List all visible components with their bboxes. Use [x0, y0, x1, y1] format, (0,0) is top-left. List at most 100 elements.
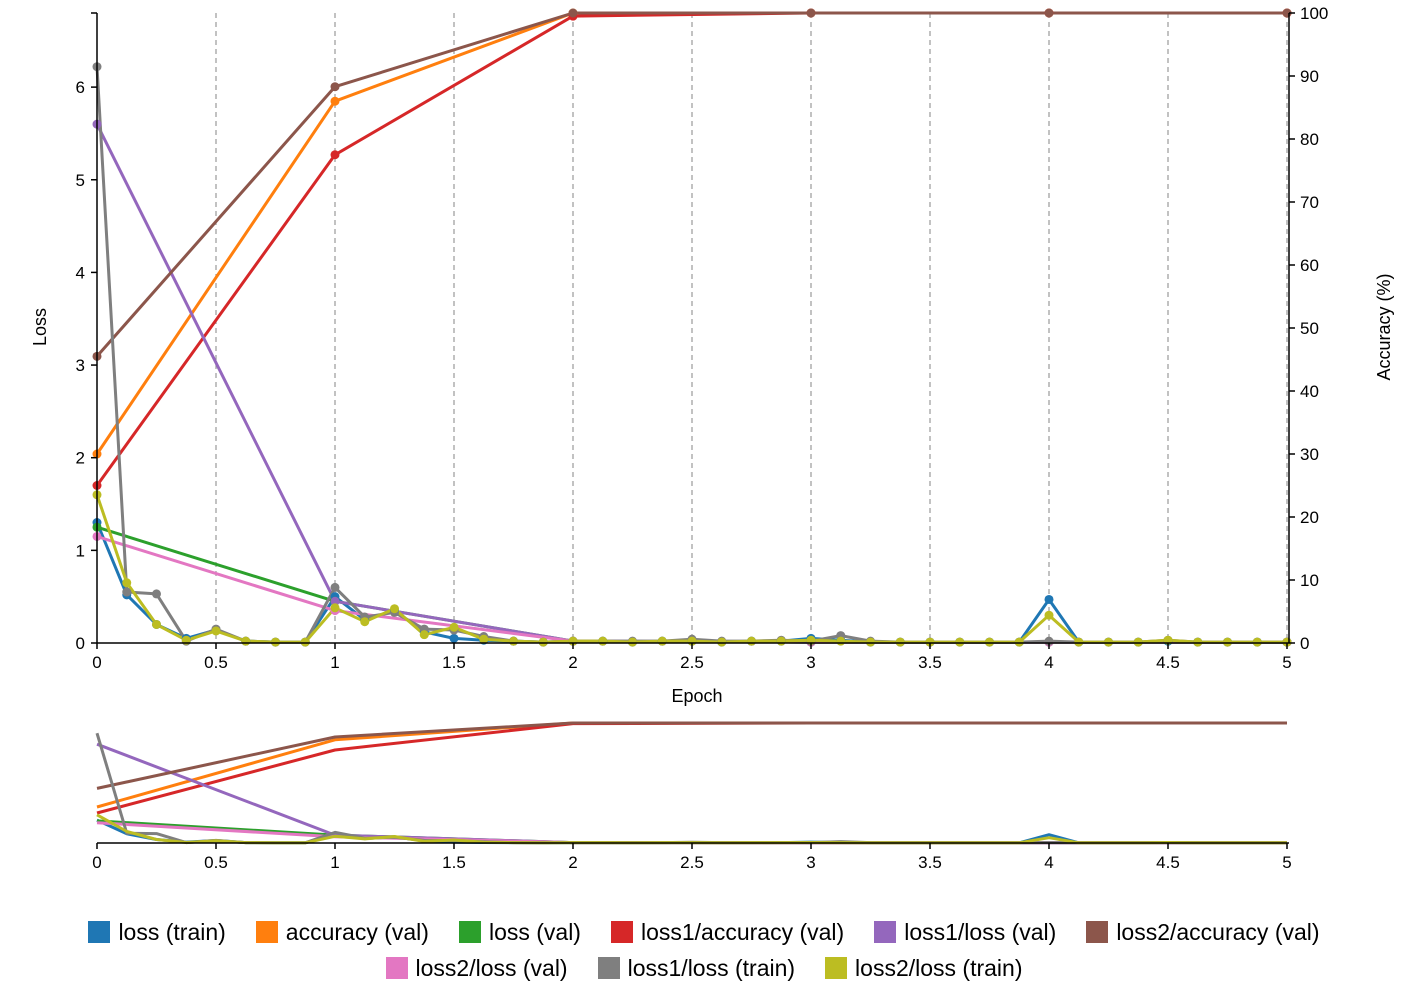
data-point-loss2-loss-train	[628, 637, 637, 647]
legend-swatch	[874, 921, 897, 943]
data-point-loss2-loss-train	[717, 637, 727, 647]
x-tick-label: 4.5	[1156, 653, 1180, 672]
y-right-tick-label: 20	[1300, 508, 1319, 527]
y-right-tick-label: 100	[1300, 4, 1328, 23]
overview-x-tick-label: 2	[568, 853, 577, 872]
data-point-loss2-accuracy-val	[806, 8, 816, 18]
vertical-grid	[215, 13, 1288, 643]
x-axis-title: Epoch	[671, 686, 722, 706]
x-tick-label: 0.5	[204, 653, 228, 672]
legend-item[interactable]: loss2/loss (val)	[385, 950, 568, 986]
overview-line-loss2-accuracy-val	[96, 721, 1287, 790]
training-chart: 0 0.5 1 1.5 2 2.5 3 3.5 4 4.5 50123456010203040506…	[30, 4, 1394, 872]
data-point-loss2-loss-train	[479, 634, 489, 644]
y-left-tick-label: 0	[76, 634, 85, 653]
legend-item[interactable]: loss2/loss (train)	[825, 950, 1022, 986]
legend-label: loss2/loss (val)	[415, 955, 568, 981]
data-point-loss1-loss-train	[152, 589, 161, 599]
y-left-tick-label: 6	[76, 78, 85, 97]
x-tick-label: 4	[1044, 653, 1053, 672]
overview-x-tick-label: 2.5	[680, 853, 704, 872]
data-point-loss2-loss-train	[211, 626, 221, 636]
y-right-tick-label: 60	[1300, 256, 1319, 275]
y-right-tick-label: 40	[1300, 382, 1319, 401]
overview-x-tick-label: 1	[330, 853, 339, 872]
x-tick-label: 1.5	[442, 653, 466, 672]
legend-label: accuracy (val)	[285, 919, 429, 945]
overview-line-loss2-loss-val	[96, 821, 1287, 845]
legend-swatch	[825, 957, 848, 979]
data-point-loss2-loss-train	[1252, 637, 1262, 647]
data-point-loss2-loss-train	[925, 637, 935, 647]
legend-item[interactable]: loss (val)	[458, 914, 581, 950]
data-point-loss2-loss-train	[747, 636, 756, 646]
data-point-loss2-loss-train	[955, 637, 965, 647]
data-point-loss2-loss-train	[360, 617, 370, 627]
overview-x-tick-label: 3.5	[918, 853, 942, 872]
legend-item[interactable]: loss2/accuracy (val)	[1086, 914, 1320, 950]
data-point-loss2-loss-train	[509, 636, 518, 646]
overview-x-tick-label: 4.5	[1156, 853, 1180, 872]
y-axis-left-title: Loss	[30, 308, 50, 346]
data-point-loss1-accuracy-val	[330, 150, 340, 160]
legend-item[interactable]: loss1/loss (train)	[597, 950, 796, 986]
data-point-loss2-loss-train	[390, 604, 399, 614]
legend-swatch	[1086, 921, 1109, 943]
main-axes: 0 0.5 1 1.5 2 2.5 3 3.5 4 4.5 50123456010203040506…	[76, 4, 1329, 672]
data-point-loss2-loss-train	[1044, 610, 1054, 620]
legend-item[interactable]: loss1/loss (val)	[874, 914, 1056, 950]
y-right-tick-label: 80	[1300, 130, 1319, 149]
data-point-loss2-accuracy-val	[568, 8, 578, 18]
data-point-loss1-loss-val	[330, 596, 340, 606]
data-point-loss2-loss-train	[598, 636, 608, 646]
legend: loss (train) accuracy (val) loss (val) loss…	[0, 914, 1408, 986]
data-point-loss2-loss-train	[895, 637, 905, 647]
data-point-loss2-loss-train	[1074, 637, 1084, 647]
overview-x-tick-label: 1.5	[442, 853, 466, 872]
data-point-loss2-loss-train	[300, 637, 310, 647]
legend-item[interactable]: loss (train)	[88, 914, 226, 950]
overview-x-tick-label: 0	[92, 853, 101, 872]
data-point-loss2-loss-train	[1104, 637, 1113, 647]
legend-swatch	[597, 957, 620, 979]
overview-line-loss1-loss-val	[96, 742, 1287, 845]
overview-line-loss1-accuracy-val	[96, 721, 1287, 815]
y-left-tick-label: 4	[76, 263, 85, 282]
x-tick-label: 0	[92, 653, 101, 672]
legend-label: loss1/loss (train)	[627, 955, 796, 981]
y-left-tick-label: 3	[76, 356, 85, 375]
y-left-tick-label: 2	[76, 449, 85, 468]
data-point-accuracy-val	[330, 96, 340, 106]
legend-label: loss (train)	[118, 919, 226, 945]
legend-item[interactable]: accuracy (val)	[255, 914, 429, 950]
legend-swatch	[610, 921, 633, 943]
y-right-tick-label: 90	[1300, 67, 1319, 86]
legend-swatch	[458, 921, 481, 943]
data-point-loss2-loss-train	[152, 619, 161, 629]
data-point-loss2-loss-train	[1193, 637, 1203, 647]
overview-x-tick-label: 4	[1044, 853, 1053, 872]
data-point-loss-train	[449, 633, 459, 643]
legend-swatch	[385, 957, 408, 979]
data-point-loss2-loss-train	[330, 603, 340, 613]
data-point-loss2-loss-train	[122, 578, 132, 588]
y-right-tick-label: 0	[1300, 634, 1309, 653]
legend-label: loss1/loss (val)	[904, 919, 1057, 945]
legend-row: loss2/loss (val) loss1/loss (train) loss2/…	[0, 950, 1408, 986]
legend-label: loss2/accuracy (val)	[1116, 919, 1320, 945]
y-left-tick-label: 5	[76, 171, 85, 190]
legend-item[interactable]: loss1/accuracy (val)	[610, 914, 844, 950]
data-point-loss-train	[1044, 594, 1054, 604]
data-point-loss2-loss-train	[241, 636, 251, 646]
overview-brush-lines[interactable]	[95, 721, 1287, 845]
legend-label: loss (val)	[488, 919, 581, 945]
legend-swatch	[88, 921, 111, 943]
legend-row: loss (train) accuracy (val) loss (val) loss…	[0, 914, 1408, 950]
x-tick-label: 5	[1282, 653, 1291, 672]
data-point-loss1-loss-train	[122, 587, 132, 597]
overview-x-tick-label: 5	[1282, 853, 1291, 872]
data-point-loss2-loss-train	[985, 637, 994, 647]
y-axis-right-title: Accuracy (%)	[1374, 273, 1394, 380]
data-point-loss2-accuracy-val	[1044, 8, 1054, 18]
series-line-loss2-accuracy-val	[95, 11, 1287, 358]
